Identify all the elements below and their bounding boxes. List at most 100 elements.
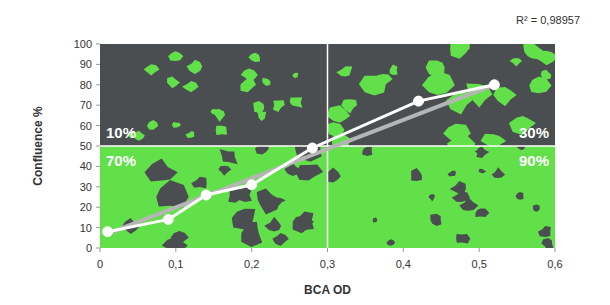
panel-blob: [186, 131, 195, 138]
y-tick: [96, 248, 100, 249]
y-axis-title: Confluence %: [31, 106, 45, 186]
y-tick: [96, 84, 100, 85]
series-marker: [103, 227, 113, 237]
panel-blob: [516, 192, 524, 200]
y-tick-label: 10: [80, 222, 92, 234]
panel-blob: [255, 146, 269, 155]
y-tick: [96, 146, 100, 147]
y-tick: [96, 64, 100, 65]
panel-label: 90%: [519, 152, 549, 169]
panel-blob: [387, 239, 396, 246]
data: [103, 80, 500, 237]
y-tick: [96, 166, 100, 167]
x-tick-label: 0,4: [396, 258, 411, 270]
panel-blob: [240, 78, 256, 92]
y-tick: [96, 105, 100, 106]
panel-blob: [253, 101, 264, 113]
y-tick-label: 20: [80, 201, 92, 213]
x-tick-label: 0,1: [168, 258, 183, 270]
panel-blob: [493, 87, 516, 106]
x-tick: [403, 248, 404, 252]
x-tick: [175, 248, 176, 252]
panel-blob: [538, 226, 551, 237]
panel-blob: [336, 66, 352, 76]
series-marker: [414, 96, 424, 106]
panel-blob: [359, 76, 386, 96]
panel-blob: [443, 124, 471, 144]
panel-blob: [328, 167, 341, 182]
panel-blob: [411, 168, 422, 181]
x-tick-label: 0,2: [244, 258, 259, 270]
annotation: R² = 0,98957: [516, 14, 580, 26]
panel-blob: [167, 77, 180, 89]
panel-blob: [541, 238, 553, 248]
panel-blob: [144, 64, 160, 75]
x-axis-title: BCA OD: [304, 283, 351, 297]
y-tick-label: 70: [80, 99, 92, 111]
x-tick-label: 0,6: [547, 258, 562, 270]
panel-blob: [295, 165, 323, 181]
panel-blob: [422, 71, 455, 95]
panel-blob: [290, 97, 303, 108]
panel-blob: [293, 216, 314, 233]
panel-blob: [533, 205, 540, 212]
y-tick: [96, 186, 100, 187]
panel-blob: [430, 214, 441, 226]
panel-blob: [273, 100, 285, 112]
panels: [100, 37, 559, 257]
panel-background: [100, 44, 328, 146]
panel-blob: [218, 166, 231, 176]
series-marker: [489, 80, 499, 90]
panel-blob: [292, 73, 298, 78]
panel: [328, 146, 556, 248]
panel-blob: [373, 218, 378, 223]
panel-blob: [135, 131, 145, 141]
y-tick-label: 90: [80, 58, 92, 70]
y-tick: [96, 207, 100, 208]
panel-blob: [533, 51, 555, 66]
series-marker: [163, 214, 173, 224]
panel-blob: [492, 167, 506, 178]
y-tick-label: 40: [80, 160, 92, 172]
panel-blob: [450, 181, 466, 194]
series-line: [108, 85, 495, 232]
x-tick: [555, 248, 556, 252]
panel-blob: [390, 65, 398, 76]
panel-blob: [450, 44, 470, 59]
panel-blob: [172, 122, 181, 128]
y-tick-label: 50: [80, 140, 92, 152]
panel-divider: [100, 145, 555, 147]
x-tick: [327, 248, 328, 252]
y-tick-label: 30: [80, 181, 92, 193]
panel-label: 70%: [106, 152, 136, 169]
y-tick: [96, 44, 100, 45]
panel-blob: [145, 159, 178, 182]
y-tick: [96, 227, 100, 228]
panel: [100, 44, 328, 146]
panel-blob: [459, 197, 478, 211]
panel-blob: [479, 169, 487, 174]
panel-blob: [264, 217, 281, 232]
y-tick-label: 80: [80, 79, 92, 91]
x-tick-label: 0: [97, 258, 103, 270]
panel-blob: [341, 99, 357, 113]
panel-blob: [216, 126, 227, 135]
panel-blob: [257, 189, 281, 215]
series-marker: [247, 180, 257, 190]
panel-blob: [272, 233, 289, 246]
y-tick: [96, 125, 100, 126]
panel-blob: [215, 109, 225, 121]
x-tick-label: 0,3: [320, 258, 335, 270]
panel-blob: [448, 171, 456, 177]
series-marker: [201, 190, 211, 200]
panel-blob: [257, 112, 266, 121]
y-tick-label: 0: [86, 242, 92, 254]
panel-blob: [481, 134, 507, 146]
panel-blob: [171, 231, 189, 243]
panel-blob: [187, 60, 203, 74]
panel-blob: [456, 234, 470, 244]
chart: 10%30%70%90%010203040506070809010000,10,…: [0, 0, 610, 305]
panel-blob: [362, 147, 372, 156]
y-tick-label: 60: [80, 120, 92, 132]
axes: 010203040506070809010000,10,20,30,40,50,…: [74, 38, 563, 270]
